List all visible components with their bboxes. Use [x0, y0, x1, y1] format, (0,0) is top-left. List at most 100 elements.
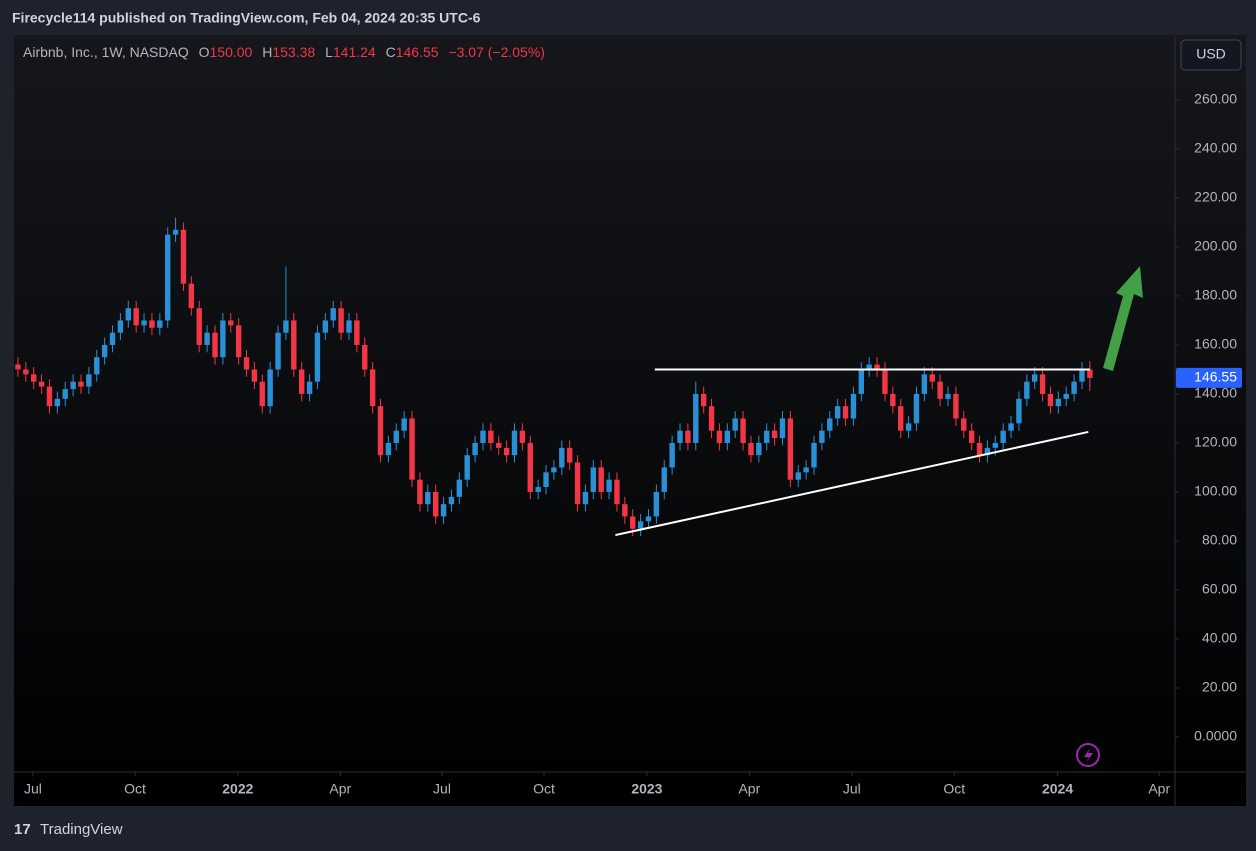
- candle-body: [472, 442, 478, 456]
- candle-body: [787, 418, 794, 480]
- candle-body: [354, 320, 360, 345]
- candle-body: [968, 430, 975, 443]
- candle-body: [38, 381, 45, 387]
- header: Firecycle114 published on TradingView.co…: [12, 10, 481, 26]
- candle-body: [322, 320, 329, 333]
- candle-body: [803, 467, 809, 473]
- candle-body: [1000, 430, 1006, 443]
- y-tick-label: 240.00: [1194, 140, 1237, 156]
- candle-body: [661, 467, 667, 492]
- candle-body: [866, 364, 872, 370]
- candle-body: [779, 418, 786, 439]
- candle-body: [716, 430, 723, 443]
- candle-body: [196, 308, 202, 345]
- candle-body: [346, 320, 352, 333]
- candle-body: [94, 357, 100, 375]
- candle-body: [409, 418, 415, 480]
- y-tick-label: 80.00: [1202, 532, 1237, 548]
- x-tick-label: 2023: [631, 781, 662, 797]
- candle-body: [748, 442, 754, 456]
- candle-body: [306, 381, 313, 394]
- y-tick-label: 260.00: [1194, 91, 1237, 107]
- legend-label: O: [199, 44, 210, 60]
- candle-body: [101, 344, 108, 358]
- candle-body: [764, 430, 770, 443]
- candle-body: [1032, 374, 1038, 382]
- currency-button[interactable]: [1180, 39, 1242, 71]
- candle-body: [1079, 369, 1085, 382]
- legend-value: 150.00: [210, 44, 253, 60]
- candle-body: [1016, 398, 1022, 424]
- icon[interactable]: [1076, 743, 1100, 767]
- candle-body: [338, 308, 344, 333]
- candle-body: [1063, 393, 1069, 399]
- candle-body: [204, 332, 210, 345]
- x-tick-label: Apr: [738, 781, 760, 797]
- candle-body: [401, 418, 407, 431]
- legend-symbol: Airbnb, Inc., 1W, NASDAQ: [23, 44, 189, 60]
- candle-body: [54, 398, 61, 407]
- candle-body: [519, 430, 526, 443]
- candle-body: [945, 393, 951, 399]
- candle-body: [362, 344, 368, 370]
- x-tick-label: Apr: [1148, 781, 1170, 797]
- candle-body: [527, 442, 533, 492]
- x-tick-label: 2024: [1042, 781, 1073, 797]
- legend-value: 146.55: [396, 44, 439, 60]
- candle-body: [488, 430, 494, 443]
- candle-body: [448, 496, 455, 505]
- x-tick-label: Jul: [843, 781, 861, 797]
- candle-body: [890, 393, 896, 407]
- legend-label: L: [325, 44, 333, 60]
- candle-body: [1024, 381, 1030, 399]
- candle-body: [157, 320, 163, 328]
- candle-body: [220, 320, 226, 358]
- candle-body: [283, 320, 289, 333]
- candle-body: [425, 491, 431, 505]
- candle-body: [1047, 393, 1054, 407]
- candle-body: [251, 369, 258, 382]
- candle-body: [212, 332, 218, 358]
- plot-area: [14, 35, 1246, 806]
- candle-body: [622, 504, 628, 517]
- candle-body: [834, 406, 841, 419]
- candle-body: [953, 393, 959, 419]
- x-tick-label: Oct: [124, 781, 146, 797]
- trendline: [615, 430, 1089, 537]
- candle-body: [543, 472, 549, 488]
- candle-body: [842, 406, 849, 419]
- candle-body: [535, 487, 541, 492]
- candles: [15, 217, 1093, 537]
- y-tick-label: 200.00: [1194, 238, 1237, 254]
- candle-body: [645, 516, 652, 522]
- candle-body: [898, 406, 904, 431]
- candle-body: [456, 479, 463, 497]
- candle-body: [708, 406, 715, 431]
- candle-body: [653, 491, 660, 517]
- candle-body: [858, 369, 865, 394]
- x-tick-label: Jul: [24, 781, 42, 797]
- candle-body: [180, 229, 187, 284]
- x-tick-label: Oct: [533, 781, 555, 797]
- candle-body: [921, 374, 928, 394]
- candle-body: [314, 332, 321, 382]
- candle-body: [369, 369, 376, 407]
- candle-body: [464, 455, 470, 480]
- candle-body: [86, 374, 92, 387]
- candle-body: [275, 332, 281, 370]
- candle-body: [1008, 423, 1014, 431]
- candle-body: [243, 357, 250, 370]
- candle-body: [756, 442, 762, 456]
- candle-body: [559, 447, 565, 468]
- legend-value: 153.38: [272, 44, 315, 60]
- candle-body: [133, 308, 139, 326]
- candle-body: [503, 447, 510, 456]
- candle-body: [78, 381, 84, 387]
- candle-body: [385, 442, 392, 456]
- candle-body: [732, 418, 738, 431]
- legend: Airbnb, Inc., 1W, NASDAQ O150.00 H153.38…: [23, 44, 545, 60]
- legend-label: H: [262, 44, 272, 60]
- y-tick-label: 100.00: [1194, 483, 1237, 499]
- y-tick-label: 180.00: [1194, 287, 1237, 303]
